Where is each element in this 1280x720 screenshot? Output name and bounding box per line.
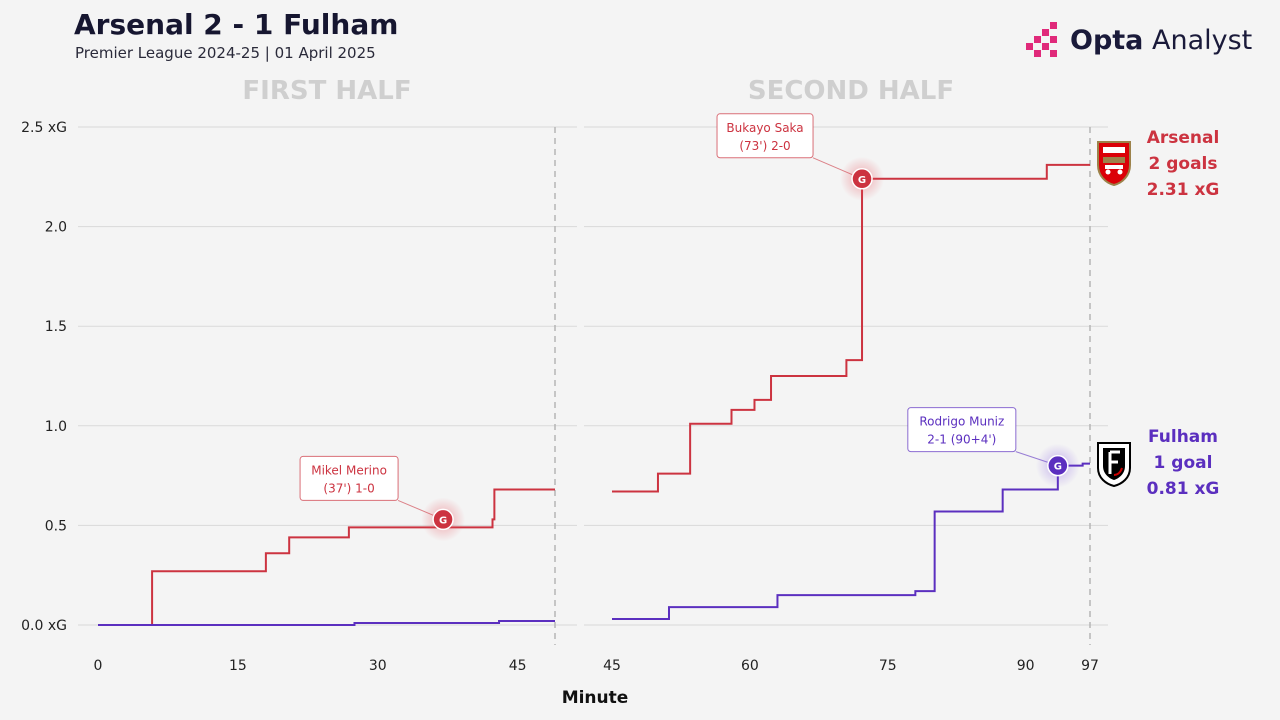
y-tick-label: 2.0 <box>45 220 67 236</box>
goal-detail-label: (73') 2-0 <box>739 139 790 153</box>
fulham-xg: 0.81 xG <box>1146 479 1220 499</box>
goal-callout-box <box>716 113 814 159</box>
fulham-goals: 1 goal <box>1153 453 1213 473</box>
y-tick-label: 1.0 <box>45 419 67 435</box>
goal-marker <box>1047 454 1069 477</box>
arsenal-summary: Arsenal 2 goals 2.31 xG <box>1128 125 1238 203</box>
opta-analyst-logo: Opta Analyst <box>1020 18 1252 62</box>
goal-marker-letter: G <box>1054 462 1062 473</box>
fulham-xg-line <box>612 462 1090 621</box>
arsenal-xg-line <box>98 488 555 626</box>
panel-label: SECOND HALF <box>748 76 954 106</box>
panel-label: FIRST HALF <box>242 76 411 106</box>
chart-subtitle: Premier League 2024-25 | 01 April 2025 <box>75 44 376 62</box>
y-tick-label: 2.5 xG <box>21 120 67 136</box>
fulham-xg-line <box>98 620 555 626</box>
goal-detail-label: (37') 1-0 <box>323 481 374 495</box>
brand-name: Opta Analyst <box>1070 24 1253 56</box>
fulham-name: Fulham <box>1148 427 1218 447</box>
goal-marker <box>851 168 873 190</box>
goal-marker-letter: G <box>858 175 866 186</box>
x-axis-label: Minute <box>562 688 629 708</box>
goal-callout-box <box>907 407 1017 453</box>
arsenal-xg-line <box>612 163 1090 493</box>
goal-scorer-label: Mikel Merino <box>311 463 387 477</box>
x-tick-label: 75 <box>879 658 897 674</box>
x-tick-label: 45 <box>603 658 621 674</box>
goal-scorer-label: Rodrigo Muniz <box>919 415 1004 429</box>
x-tick-label: 30 <box>369 658 387 674</box>
fulham-summary: Fulham 1 goal 0.81 xG <box>1128 424 1238 502</box>
y-tick-label: 0.0 xG <box>21 618 67 634</box>
opta-logo-icon <box>1026 22 1057 57</box>
x-tick-label: 60 <box>741 658 759 674</box>
x-tick-label: 90 <box>1017 658 1035 674</box>
fulham-crest-icon <box>1097 442 1131 488</box>
y-tick-label: 1.5 <box>45 319 67 335</box>
goal-marker <box>432 508 454 531</box>
arsenal-name: Arsenal <box>1146 128 1220 148</box>
goal-detail-label: 2-1 (90+4') <box>927 433 996 447</box>
x-tick-label: 0 <box>94 658 103 674</box>
chart-title: Arsenal 2 - 1 Fulham <box>74 8 399 41</box>
x-tick-label: 15 <box>229 658 247 674</box>
goal-marker-letter: G <box>439 515 447 526</box>
arsenal-goals: 2 goals <box>1148 154 1218 174</box>
y-tick-label: 0.5 <box>45 518 67 534</box>
x-tick-label: 97 <box>1081 658 1099 674</box>
x-tick-label: 45 <box>509 658 527 674</box>
goal-scorer-label: Bukayo Saka <box>726 121 803 135</box>
arsenal-crest-icon <box>1097 141 1131 187</box>
goal-callout-box <box>299 455 399 501</box>
arsenal-xg: 2.31 xG <box>1146 180 1220 200</box>
